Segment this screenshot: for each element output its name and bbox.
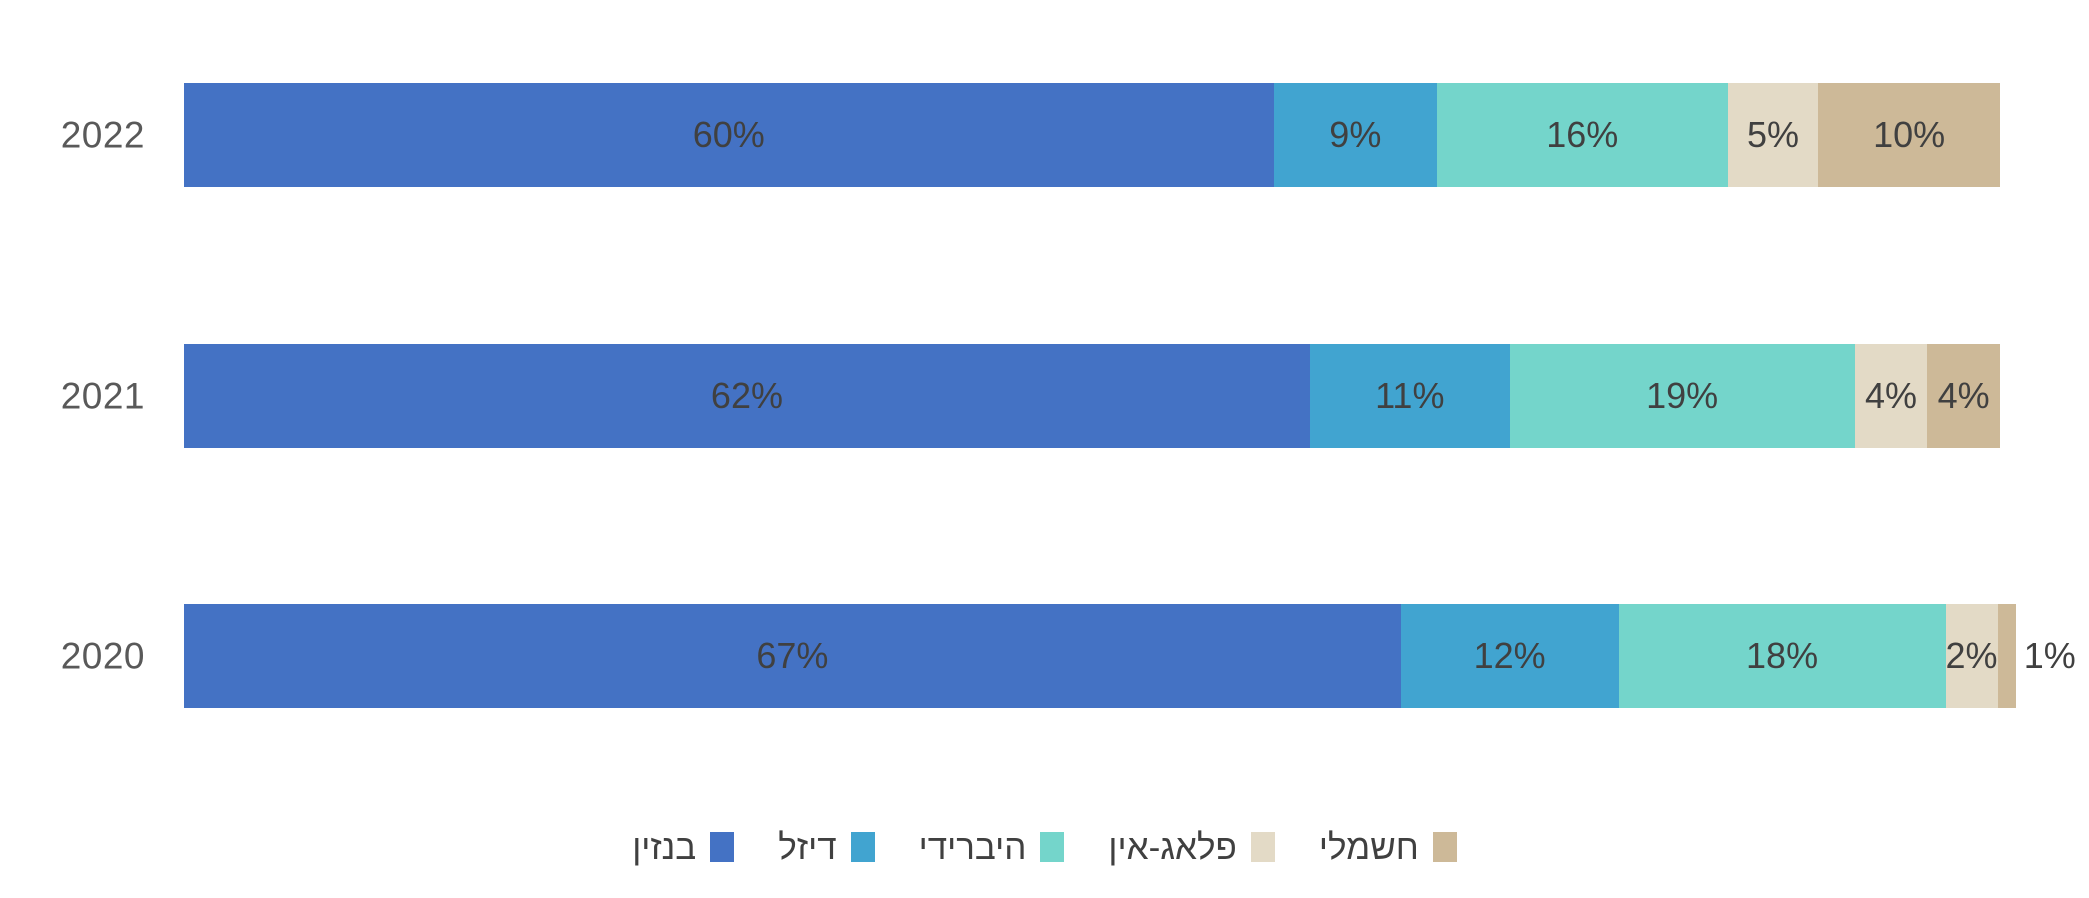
bar-segment-label: 9% xyxy=(1329,114,1382,155)
bar-segment[interactable]: 11% xyxy=(1309,344,1510,448)
legend-swatch-icon xyxy=(710,832,735,862)
category-label-2022: 2022 xyxy=(60,114,145,156)
bar-segment[interactable]: 9% xyxy=(1273,83,1438,187)
bar-row-2021: 2021 62% 11% 19% 4% 4% xyxy=(0,344,2089,448)
bar-segment[interactable]: 2% xyxy=(1945,604,1998,708)
bar-segment[interactable]: 12% xyxy=(1400,604,1619,708)
bar-segment[interactable]: 4% xyxy=(1927,344,2000,448)
bar-segment[interactable]: 62% xyxy=(184,344,1310,448)
stacked-bar-2020: 67% 12% 18% 2% 1% xyxy=(184,604,2076,708)
bar-segment[interactable]: 67% xyxy=(184,604,1401,708)
legend-item-label: בנזין xyxy=(632,827,697,867)
bar-segment-label: 12% xyxy=(1473,635,1546,676)
bar-row-2020: 2020 67% 12% 18% 2% 1% xyxy=(0,604,2089,708)
bar-segment-label: 1% xyxy=(2023,635,2076,676)
legend-swatch-icon xyxy=(850,832,875,862)
legend-item[interactable]: בנזין xyxy=(632,827,735,867)
legend-item[interactable]: היברידי xyxy=(919,830,1065,865)
bar-segment-label: 4% xyxy=(1937,375,1990,416)
bar-segment[interactable]: 18% xyxy=(1618,604,1946,708)
bar-segment-label: 19% xyxy=(1646,375,1719,416)
bar-segment-label: 2% xyxy=(1945,635,1998,676)
bar-segment-label: 62% xyxy=(710,375,783,416)
bar-segment-label: 4% xyxy=(1864,375,1918,416)
stacked-bar-2022: 60% 9% 16% 5% 10% xyxy=(184,83,2000,187)
category-label-2021: 2021 xyxy=(60,375,145,417)
legend-item[interactable]: פלאג-אין xyxy=(1108,827,1275,867)
legend-swatch-icon xyxy=(1040,832,1065,862)
category-label-2020: 2020 xyxy=(60,635,145,677)
plot-area: 2022 60% 9% 16% 5% 10% 2 xyxy=(0,83,2089,708)
bar-segment-label: 10% xyxy=(1873,114,1946,155)
bar-segment[interactable]: 60% xyxy=(184,83,1274,187)
bar-row-2022: 2022 60% 9% 16% 5% 10% xyxy=(0,83,2089,187)
bar-segment[interactable]: 16% xyxy=(1437,83,1728,187)
legend-item[interactable]: חשמלי xyxy=(1319,830,1457,865)
bar-segment[interactable]: 10% xyxy=(1818,83,2000,187)
legend-item-label: דיזל xyxy=(778,827,837,867)
bar-segment[interactable]: 4% xyxy=(1854,344,1928,448)
bar-segment-label: 18% xyxy=(1746,635,1819,676)
bar-segment-label: 67% xyxy=(756,635,829,676)
legend-item[interactable]: דיזל xyxy=(778,827,875,867)
legend-item-label: חשמלי xyxy=(1318,827,1419,867)
bar-segment[interactable]: 19% xyxy=(1509,344,1855,448)
legend-item-label: פלאג-אין xyxy=(1108,827,1237,867)
bar-segment[interactable]: 5% xyxy=(1727,83,1819,187)
bar-segment-label: 11% xyxy=(1375,375,1445,416)
legend-swatch-icon xyxy=(1250,832,1275,862)
bar-segment[interactable]: 1% xyxy=(1997,604,2076,708)
bar-segment-label: 5% xyxy=(1746,114,1799,155)
chart-legend: בנזין דיזל היברידי פלאג-אין חשמלי xyxy=(0,812,2089,882)
bar-segment-label: 16% xyxy=(1546,114,1619,155)
legend-swatch-icon xyxy=(1432,832,1457,862)
bar-segment-label: 60% xyxy=(692,114,765,155)
stacked-bar-2021: 62% 11% 19% 4% 4% xyxy=(184,344,2000,448)
legend-item-label: היברידי xyxy=(918,827,1027,867)
